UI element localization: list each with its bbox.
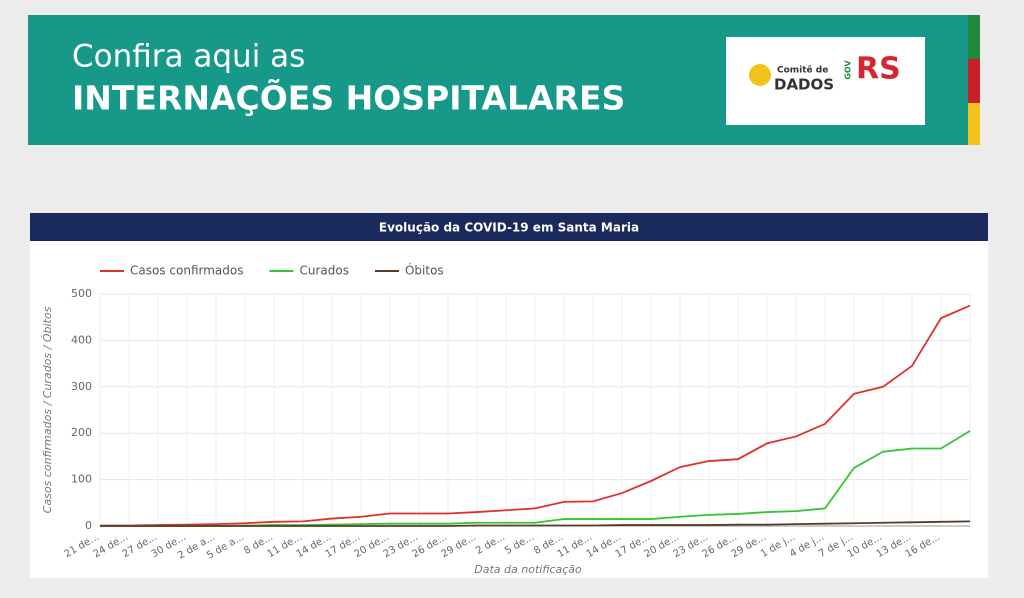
banner-line2: INTERNAÇÕES HOSPITALARES <box>72 78 625 118</box>
logo-rs: RS <box>856 52 901 87</box>
chart-card <box>30 213 988 578</box>
logo-committee: Comitê de <box>777 65 828 76</box>
logo-dados: DADOS <box>774 76 834 94</box>
chart-header <box>30 213 988 241</box>
stripe <box>968 15 980 59</box>
logo-gov: GOV <box>844 60 853 80</box>
stripe <box>968 103 980 145</box>
legend-label: Óbitos <box>405 263 444 278</box>
y-tick-label: 100 <box>71 473 92 486</box>
y-tick-label: 400 <box>71 333 92 346</box>
banner-line1: Confira aqui as <box>72 39 305 75</box>
y-tick-label: 0 <box>85 519 92 532</box>
logo-icon <box>749 64 771 86</box>
series-line <box>100 520 971 527</box>
chart-title: Evolução da COVID-19 em Santa Maria <box>379 221 639 235</box>
y-tick-label: 500 <box>71 287 92 300</box>
legend-label: Curados <box>299 264 348 278</box>
legend-label: Casos confirmados <box>130 264 243 278</box>
stripe <box>968 59 980 103</box>
y-tick-label: 200 <box>71 426 92 439</box>
x-axis-title: Data da notificação <box>474 563 582 576</box>
series-line <box>100 304 971 527</box>
y-tick-label: 300 <box>71 380 92 393</box>
y-axis-title: Casos confirmados / Curados / Óbitos <box>41 306 54 513</box>
